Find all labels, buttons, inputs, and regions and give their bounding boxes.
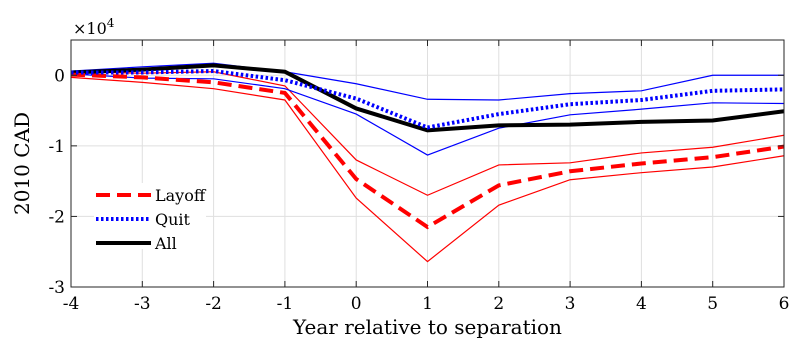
- legend-label-quit: Quit: [155, 210, 191, 229]
- grid-lines: [70, 40, 785, 288]
- x-tick-label: -3: [134, 294, 151, 314]
- x-tick-label: 3: [565, 294, 576, 314]
- series-line-layoff: [70, 72, 785, 230]
- confidence-bands: [70, 62, 785, 263]
- x-tick-label: -2: [205, 294, 222, 314]
- ci-lower-quit: [70, 73, 785, 156]
- ci-lower-layoff: [70, 76, 785, 263]
- x-tick-label: 5: [707, 294, 718, 314]
- y-tick-label: -3: [48, 278, 65, 298]
- x-tick-label: 0: [351, 294, 362, 314]
- ci-upper-layoff: [70, 71, 785, 196]
- x-tick-label: 1: [422, 294, 433, 314]
- legend-label-layoff: Layoff: [155, 186, 207, 205]
- x-tick-label: 6: [779, 294, 790, 314]
- series-line-all: [70, 63, 785, 133]
- y-tick-label: -2: [48, 207, 65, 227]
- y-tick-label: 0: [54, 66, 65, 86]
- x-tick-label: 2: [493, 294, 504, 314]
- legend-label-all: All: [154, 234, 177, 253]
- y-axis-title: 2010 CAD: [10, 112, 34, 215]
- y-multiplier-label: ×104: [73, 16, 115, 38]
- series-line-quit: [71, 69, 785, 130]
- x-axis-title: Year relative to separation: [292, 315, 562, 339]
- ci-upper-quit: [70, 62, 784, 101]
- x-tick-label: 4: [636, 294, 647, 314]
- axis-ticks: -4 -3 -2 -1 0 1 2 3 4 5 6-3-2-10: [48, 40, 789, 314]
- series-lines: [70, 63, 785, 230]
- legend: Layoff Quit All: [94, 183, 207, 253]
- x-tick-label: -1: [277, 294, 294, 314]
- x-tick-label: -4: [63, 294, 80, 314]
- y-tick-label: -1: [48, 137, 65, 157]
